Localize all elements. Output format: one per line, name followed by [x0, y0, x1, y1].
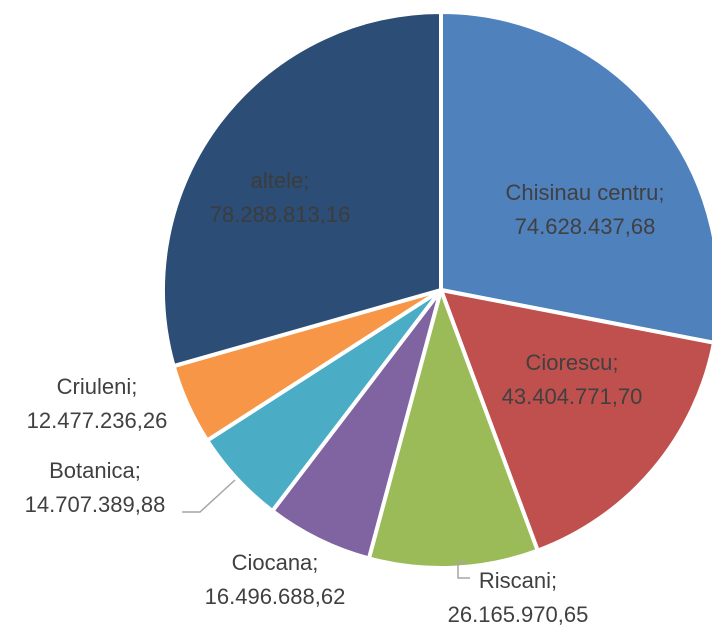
pie-slice-ciorescu	[437, 287, 712, 554]
slice-label-value: 43.404.771,70	[502, 384, 643, 409]
leader-line-riscani	[457, 561, 470, 579]
slice-label-value: 74.628.437,68	[515, 214, 656, 239]
slice-label-name: Criuleni;	[57, 374, 138, 399]
leader-lines	[182, 479, 470, 579]
slice-label-value: 12.477.236,26	[27, 408, 168, 433]
slice-label-name: Riscani;	[479, 568, 557, 593]
slice-label-name: Botanica;	[49, 458, 141, 483]
pie-slices	[161, 9, 712, 570]
pie-slice-riscani	[366, 283, 541, 570]
slice-label-value: 14.707.389,88	[25, 492, 166, 517]
slice-label-value: 26.165.970,65	[448, 602, 589, 627]
slice-label-value: 78.288.813,16	[210, 202, 351, 227]
slice-label-altele: altele; 78.288.813,16	[210, 168, 351, 227]
slice-label-chisinau-centru: Chisinau centru; 74.628.437,68	[506, 180, 665, 239]
slice-label-criuleni: Criuleni; 12.477.236,26	[27, 374, 168, 433]
slice-label-ciocana: Ciocana; 16.496.688,62	[205, 550, 346, 609]
slice-label-name: Ciorescu;	[526, 350, 619, 375]
slice-label-riscani: Riscani; 26.165.970,65	[448, 568, 589, 627]
slice-label-botanica: Botanica; 14.707.389,88	[25, 458, 166, 517]
slice-label-name: altele;	[251, 168, 310, 193]
slice-label-value: 16.496.688,62	[205, 584, 346, 609]
pie-slice-altele	[161, 9, 443, 369]
leader-line-botanica	[182, 479, 236, 513]
slice-labels: Chisinau centru; 74.628.437,68 Ciorescu; 43…	[25, 168, 665, 627]
slice-label-name: Chisinau centru;	[506, 180, 665, 205]
slice-label-name: Ciocana;	[232, 550, 319, 575]
slice-label-ciorescu: Ciorescu; 43.404.771,70	[502, 350, 643, 409]
pie-slice-chisinau-centru	[439, 9, 712, 345]
